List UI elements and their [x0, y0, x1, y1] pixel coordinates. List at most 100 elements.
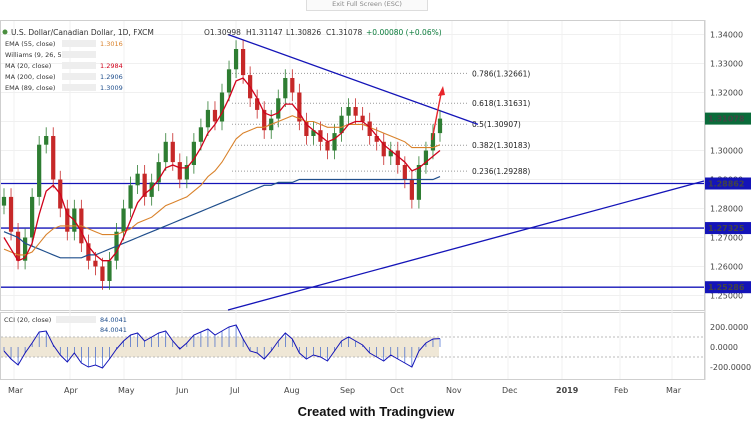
- candle-body: [44, 136, 49, 145]
- price-tag: [705, 281, 751, 294]
- candle-body: [170, 141, 175, 163]
- price-tag-label: 1.31078: [708, 115, 745, 124]
- candle-body: [205, 109, 211, 128]
- candle-body: [212, 109, 218, 122]
- time-axis-label: Jul: [229, 386, 240, 395]
- candle-body: [360, 115, 365, 122]
- candle-body: [149, 182, 154, 197]
- cci-label: CCI (20, close): [4, 316, 51, 324]
- legend-value: 1.2984: [100, 62, 123, 70]
- exit-fullscreen-button[interactable]: Exit Full Screen (ESC): [306, 0, 428, 11]
- candle-body: [128, 185, 133, 209]
- cci-settings-button[interactable]: [56, 316, 96, 323]
- candle-body: [339, 115, 344, 134]
- ohlc-high: H1.31147: [246, 28, 283, 37]
- price-tag-label: 1.28862: [708, 180, 744, 189]
- candle-body: [290, 78, 295, 93]
- candle-body: [332, 133, 337, 151]
- candle-body: [402, 165, 407, 180]
- candle-body: [51, 136, 56, 180]
- ma20-line: [3, 77, 441, 262]
- candle-body: [107, 260, 112, 281]
- candle-body: [86, 243, 91, 261]
- candle-body: [93, 260, 98, 267]
- descending-trendline: [227, 33, 479, 126]
- legend-label: EMA (89, close): [5, 84, 55, 92]
- candle-body: [142, 173, 147, 197]
- candle-body: [8, 196, 14, 232]
- candle-body: [395, 150, 400, 165]
- symbol-header: U.S. Dollar/Canadian Dollar, 1D, FXCM O1…: [2, 28, 442, 37]
- candle-body: [311, 130, 316, 136]
- arrow-head-icon: [438, 86, 445, 96]
- time-axis-label: 2019: [556, 386, 579, 395]
- candle-body: [255, 98, 260, 110]
- candle-body: [226, 69, 232, 93]
- cci-axis-label: 200.0000: [710, 323, 748, 332]
- footer-credit: Created with Tradingview: [297, 404, 455, 419]
- candle-body: [121, 208, 126, 232]
- candle-body: [156, 162, 161, 183]
- legend-settings-button[interactable]: [62, 40, 96, 47]
- legend-settings-button[interactable]: [62, 62, 96, 69]
- legend-settings-button[interactable]: [62, 51, 96, 58]
- cci-axis-label: 0.0000: [710, 343, 738, 352]
- price-axis-label: 1.27000: [710, 234, 743, 243]
- candle-body: [374, 136, 379, 142]
- legend-label: EMA (55, close): [5, 40, 55, 48]
- fib-label: 0.786(1.32661): [472, 69, 530, 78]
- candle-body: [65, 208, 70, 232]
- candle-body: [100, 266, 105, 281]
- price-axis-label: 1.32000: [710, 89, 743, 98]
- time-axis-label: Apr: [64, 386, 79, 395]
- price-tag-label: 1.25286: [708, 283, 745, 292]
- time-axis-label: Sep: [340, 386, 355, 395]
- candle-body: [297, 92, 302, 122]
- ohlc-low: L1.30826: [286, 28, 321, 37]
- legend-settings-button[interactable]: [62, 84, 96, 91]
- candle-body: [283, 78, 288, 99]
- time-axis-label: Oct: [390, 386, 404, 395]
- price-tag: [705, 112, 751, 125]
- candle-body: [184, 165, 189, 180]
- candle-body: [30, 196, 35, 238]
- price-tag: [705, 222, 751, 235]
- candle-body: [416, 165, 422, 200]
- candle-body: [409, 179, 414, 200]
- ohlc-change: +0.00080 (+0.06%): [366, 28, 442, 37]
- target-arrow: [431, 93, 442, 141]
- candle-body: [388, 150, 393, 157]
- candle-body: [240, 49, 246, 76]
- time-axis-label: Jun: [175, 386, 189, 395]
- candle-body: [15, 231, 21, 261]
- cci-band: [1, 337, 439, 357]
- time-axis-label: Feb: [614, 386, 628, 395]
- legend-value: 1.3009: [100, 84, 123, 92]
- candle-body: [37, 144, 42, 197]
- candle-body: [304, 121, 309, 136]
- symbol-title: U.S. Dollar/Canadian Dollar, 1D, FXCM: [11, 28, 154, 37]
- candle-body: [219, 92, 225, 122]
- ema55-line: [3, 115, 441, 256]
- candle-body: [22, 237, 28, 261]
- price-axis-label: 1.28000: [710, 205, 743, 214]
- ma200-line: [3, 176, 441, 259]
- time-axis-label: Mar: [666, 386, 682, 395]
- time-axis-label: Dec: [502, 386, 517, 395]
- candle-body: [367, 121, 372, 136]
- ohlc-open: O1.30998: [204, 28, 241, 37]
- cci-value-2: 84.0041: [100, 326, 127, 334]
- candle-body: [276, 98, 281, 119]
- candle-body: [381, 141, 386, 157]
- candle-body: [198, 127, 204, 142]
- candle-body: [233, 49, 239, 70]
- cci-value-1: 84.0041: [100, 316, 127, 324]
- legend-settings-button[interactable]: [62, 73, 96, 80]
- legend-value: 1.3016: [100, 40, 123, 48]
- price-axis-label: 1.26000: [710, 263, 743, 272]
- fib-label: 0.618(1.31631): [472, 99, 530, 108]
- fib-label: 0.5(1.30907): [472, 120, 521, 129]
- candle-body: [430, 133, 436, 151]
- price-axis-label: 1.30000: [710, 147, 743, 156]
